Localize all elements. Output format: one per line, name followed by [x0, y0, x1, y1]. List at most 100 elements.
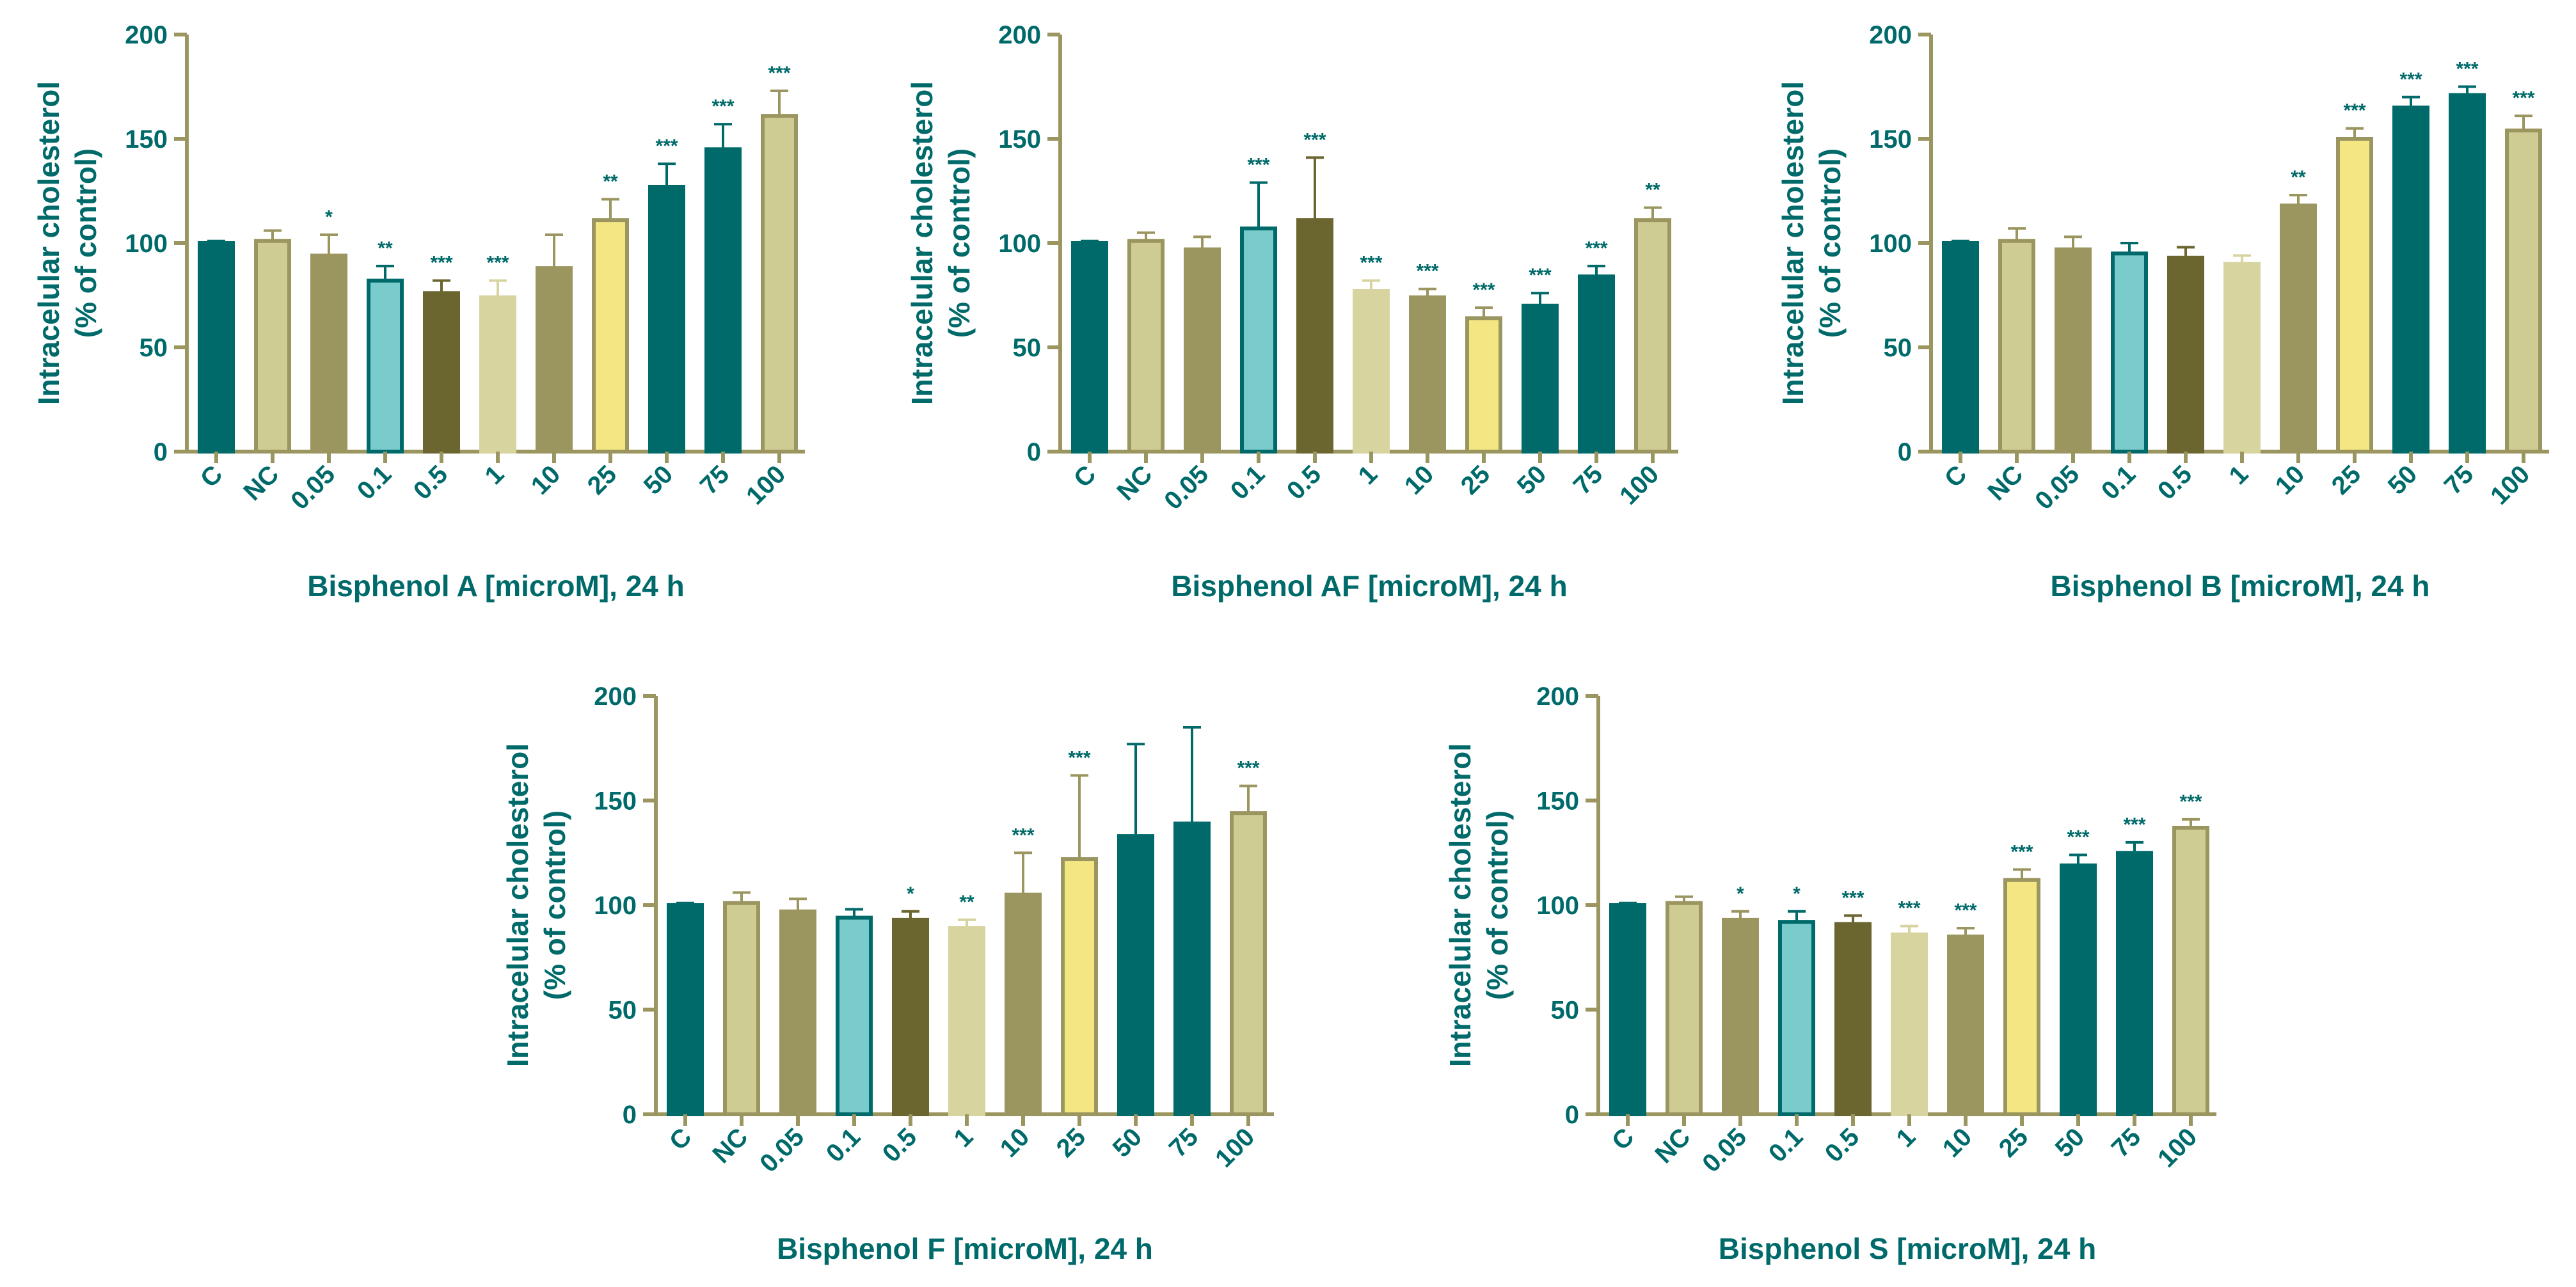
significance-label: *: [1737, 883, 1744, 904]
y-tick-label: 150: [125, 125, 168, 154]
y-tick-label: 150: [594, 787, 637, 816]
bar-75: [1578, 274, 1615, 454]
y-tick-label: 150: [1536, 787, 1579, 816]
x-tick-label: 0.05: [1159, 460, 1214, 515]
bar-1: [1891, 932, 1928, 1117]
y-axis-title: Intracelular cholesterol: [32, 81, 65, 405]
x-tick-label: 1: [1891, 1123, 1921, 1153]
y-tick-label: 50: [1013, 334, 1042, 362]
y-axis-subtitle: (% of control): [1481, 810, 1514, 1000]
bar-0.05: [310, 253, 347, 454]
x-tick-label: 75: [1568, 460, 1609, 500]
x-tick-label: 25: [582, 460, 623, 500]
y-tick-label: 150: [998, 125, 1041, 154]
significance-label: ***: [486, 253, 509, 274]
x-tick-label: 0.1: [821, 1123, 866, 1167]
x-tick-label: 75: [2106, 1123, 2147, 1163]
bar-0.1: [1778, 920, 1815, 1117]
x-tick-label: 10: [1399, 460, 1440, 500]
x-tick-label: 100: [2152, 1123, 2202, 1173]
y-axis-subtitle: (% of control): [1813, 148, 1847, 338]
x-axis-title: Bisphenol A [microM], 24 h: [307, 569, 685, 603]
y-tick-label: 100: [594, 892, 637, 920]
x-tick-label: C: [664, 1123, 697, 1156]
x-tick-label: 0.1: [352, 460, 397, 505]
significance-label: ***: [712, 96, 734, 117]
bar-10: [1947, 935, 1984, 1117]
significance-label: ***: [1472, 280, 1495, 301]
bar-100: [1230, 811, 1267, 1116]
y-tick-label: 100: [125, 230, 168, 258]
bar-25: [1465, 316, 1502, 454]
bar-0.05: [1722, 917, 1759, 1116]
x-tick-label: 1: [2224, 460, 2254, 490]
bar-25: [1061, 857, 1098, 1117]
bar-C: [198, 241, 235, 454]
x-tick-label: 50: [2050, 1123, 2090, 1163]
bar-0.05: [1184, 247, 1221, 454]
x-tick-label: 50: [1108, 1123, 1148, 1163]
y-axis-title: Intracelular cholesterol: [1443, 743, 1477, 1067]
bar-C: [1071, 241, 1108, 454]
x-tick-label: C: [1069, 460, 1102, 493]
y-tick-label: 200: [1536, 683, 1579, 711]
x-tick-label: 100: [2485, 460, 2535, 510]
x-tick-label: 0.1: [1225, 460, 1270, 505]
significance-label: ***: [1237, 758, 1259, 779]
significance-label: ***: [2343, 100, 2365, 122]
bar-50: [1522, 303, 1559, 454]
x-tick-label: 100: [1614, 460, 1664, 510]
y-axis-title: Intracelular cholesterol: [905, 81, 939, 405]
x-tick-label: 0.05: [1697, 1123, 1752, 1178]
y-axis-subtitle: (% of control): [538, 810, 571, 1000]
y-tick-label: 50: [139, 334, 168, 362]
bar-100: [2172, 826, 2209, 1116]
significance-label: ***: [1012, 825, 1034, 846]
x-axis-title: Bisphenol B [microM], 24 h: [2051, 569, 2430, 603]
bar-50: [648, 184, 685, 454]
significance-label: ***: [2010, 841, 2033, 862]
y-tick-label: 50: [608, 997, 637, 1025]
bar-0.5: [1296, 218, 1333, 454]
bar-75: [704, 147, 742, 454]
bar-10: [1005, 892, 1042, 1117]
y-tick-label: 50: [1551, 997, 1580, 1025]
significance-label: ***: [655, 136, 678, 157]
y-tick-label: 200: [1869, 21, 1912, 49]
y-tick-label: 200: [125, 21, 168, 49]
bar-10: [536, 266, 573, 454]
bar-0.5: [2167, 255, 2204, 454]
x-tick-label: 1: [480, 460, 510, 490]
significance-label: *: [325, 207, 333, 228]
x-tick-label: 10: [2270, 460, 2310, 500]
significance-label: **: [378, 238, 393, 259]
bar-1: [948, 926, 985, 1116]
significance-label: **: [959, 892, 974, 913]
y-tick-label: 100: [1869, 230, 1912, 258]
x-axis-title: Bisphenol AF [microM], 24 h: [1171, 569, 1567, 603]
y-tick-label: 50: [1884, 334, 1912, 362]
significance-label: ***: [2067, 827, 2089, 848]
x-tick-label: 50: [1512, 460, 1552, 500]
y-tick-label: 0: [1898, 438, 1912, 466]
bar-100: [2505, 128, 2542, 454]
bar-10: [1409, 295, 1446, 454]
x-axis-title: Bisphenol F [microM], 24 h: [777, 1232, 1153, 1265]
x-tick-label: 10: [1937, 1123, 1978, 1163]
x-tick-label: 50: [639, 460, 679, 500]
bar-100: [1634, 218, 1671, 454]
significance-label: ***: [1898, 898, 1920, 919]
y-axis-title: Intracelular cholesterol: [1776, 81, 1809, 405]
bar-C: [1609, 903, 1646, 1116]
y-tick-label: 0: [1027, 438, 1041, 466]
significance-label: ***: [2179, 791, 2202, 812]
x-tick-label: 10: [995, 1123, 1035, 1163]
x-tick-label: 0.1: [1763, 1123, 1808, 1167]
bar-25: [2336, 137, 2373, 454]
significance-label: *: [907, 883, 914, 904]
bar-25: [592, 218, 629, 454]
x-tick-label: 0.5: [877, 1123, 922, 1167]
bar-75: [2449, 93, 2486, 454]
